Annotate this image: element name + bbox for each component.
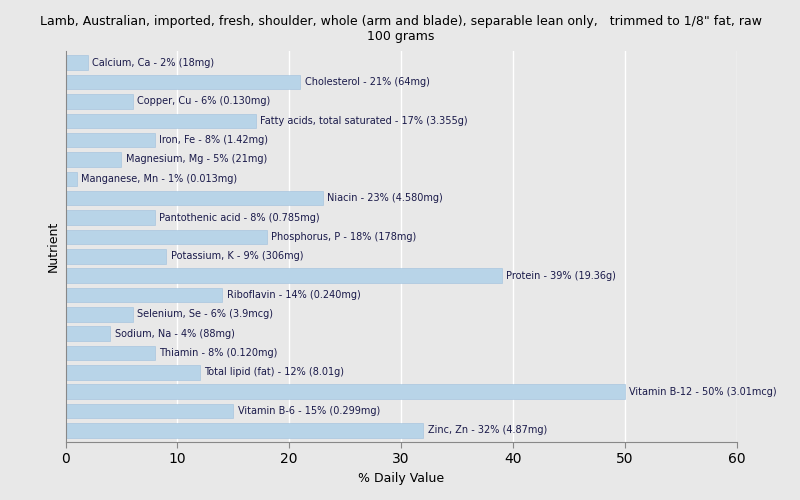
Bar [66, 56, 88, 70]
Text: Selenium, Se - 6% (3.9mcg): Selenium, Se - 6% (3.9mcg) [137, 310, 273, 320]
Bar [66, 172, 77, 186]
Text: Magnesium, Mg - 5% (21mg): Magnesium, Mg - 5% (21mg) [126, 154, 267, 164]
Bar [66, 384, 625, 399]
Text: Vitamin B-6 - 15% (0.299mg): Vitamin B-6 - 15% (0.299mg) [238, 406, 380, 416]
Text: Niacin - 23% (4.580mg): Niacin - 23% (4.580mg) [327, 193, 443, 203]
Y-axis label: Nutrient: Nutrient [47, 221, 60, 272]
Text: Thiamin - 8% (0.120mg): Thiamin - 8% (0.120mg) [159, 348, 278, 358]
Bar [66, 346, 155, 360]
Text: Protein - 39% (19.36g): Protein - 39% (19.36g) [506, 270, 616, 280]
Text: Iron, Fe - 8% (1.42mg): Iron, Fe - 8% (1.42mg) [159, 135, 269, 145]
Title: Lamb, Australian, imported, fresh, shoulder, whole (arm and blade), separable le: Lamb, Australian, imported, fresh, shoul… [40, 15, 762, 43]
Text: Fatty acids, total saturated - 17% (3.355g): Fatty acids, total saturated - 17% (3.35… [260, 116, 468, 126]
Bar [66, 326, 110, 341]
Bar [66, 75, 301, 90]
Bar [66, 268, 502, 283]
Bar [66, 423, 423, 438]
Text: Vitamin B-12 - 50% (3.01mcg): Vitamin B-12 - 50% (3.01mcg) [630, 386, 777, 396]
Bar [66, 404, 234, 418]
Text: Copper, Cu - 6% (0.130mg): Copper, Cu - 6% (0.130mg) [137, 96, 270, 106]
Bar [66, 365, 200, 380]
Text: Sodium, Na - 4% (88mg): Sodium, Na - 4% (88mg) [114, 328, 234, 338]
Bar [66, 210, 155, 225]
Bar [66, 288, 222, 302]
Bar [66, 249, 166, 264]
Bar [66, 94, 133, 108]
Text: Pantothenic acid - 8% (0.785mg): Pantothenic acid - 8% (0.785mg) [159, 212, 320, 222]
Bar [66, 152, 122, 166]
Text: Calcium, Ca - 2% (18mg): Calcium, Ca - 2% (18mg) [92, 58, 214, 68]
Bar [66, 191, 322, 206]
Text: Zinc, Zn - 32% (4.87mg): Zinc, Zn - 32% (4.87mg) [428, 426, 547, 436]
Text: Phosphorus, P - 18% (178mg): Phosphorus, P - 18% (178mg) [271, 232, 417, 242]
Bar [66, 230, 267, 244]
Text: Potassium, K - 9% (306mg): Potassium, K - 9% (306mg) [170, 251, 303, 261]
Text: Riboflavin - 14% (0.240mg): Riboflavin - 14% (0.240mg) [226, 290, 360, 300]
Bar [66, 114, 256, 128]
Text: Total lipid (fat) - 12% (8.01g): Total lipid (fat) - 12% (8.01g) [204, 368, 344, 378]
Text: Cholesterol - 21% (64mg): Cholesterol - 21% (64mg) [305, 77, 430, 87]
Text: Manganese, Mn - 1% (0.013mg): Manganese, Mn - 1% (0.013mg) [82, 174, 238, 184]
X-axis label: % Daily Value: % Daily Value [358, 472, 444, 485]
Bar [66, 307, 133, 322]
Bar [66, 133, 155, 148]
